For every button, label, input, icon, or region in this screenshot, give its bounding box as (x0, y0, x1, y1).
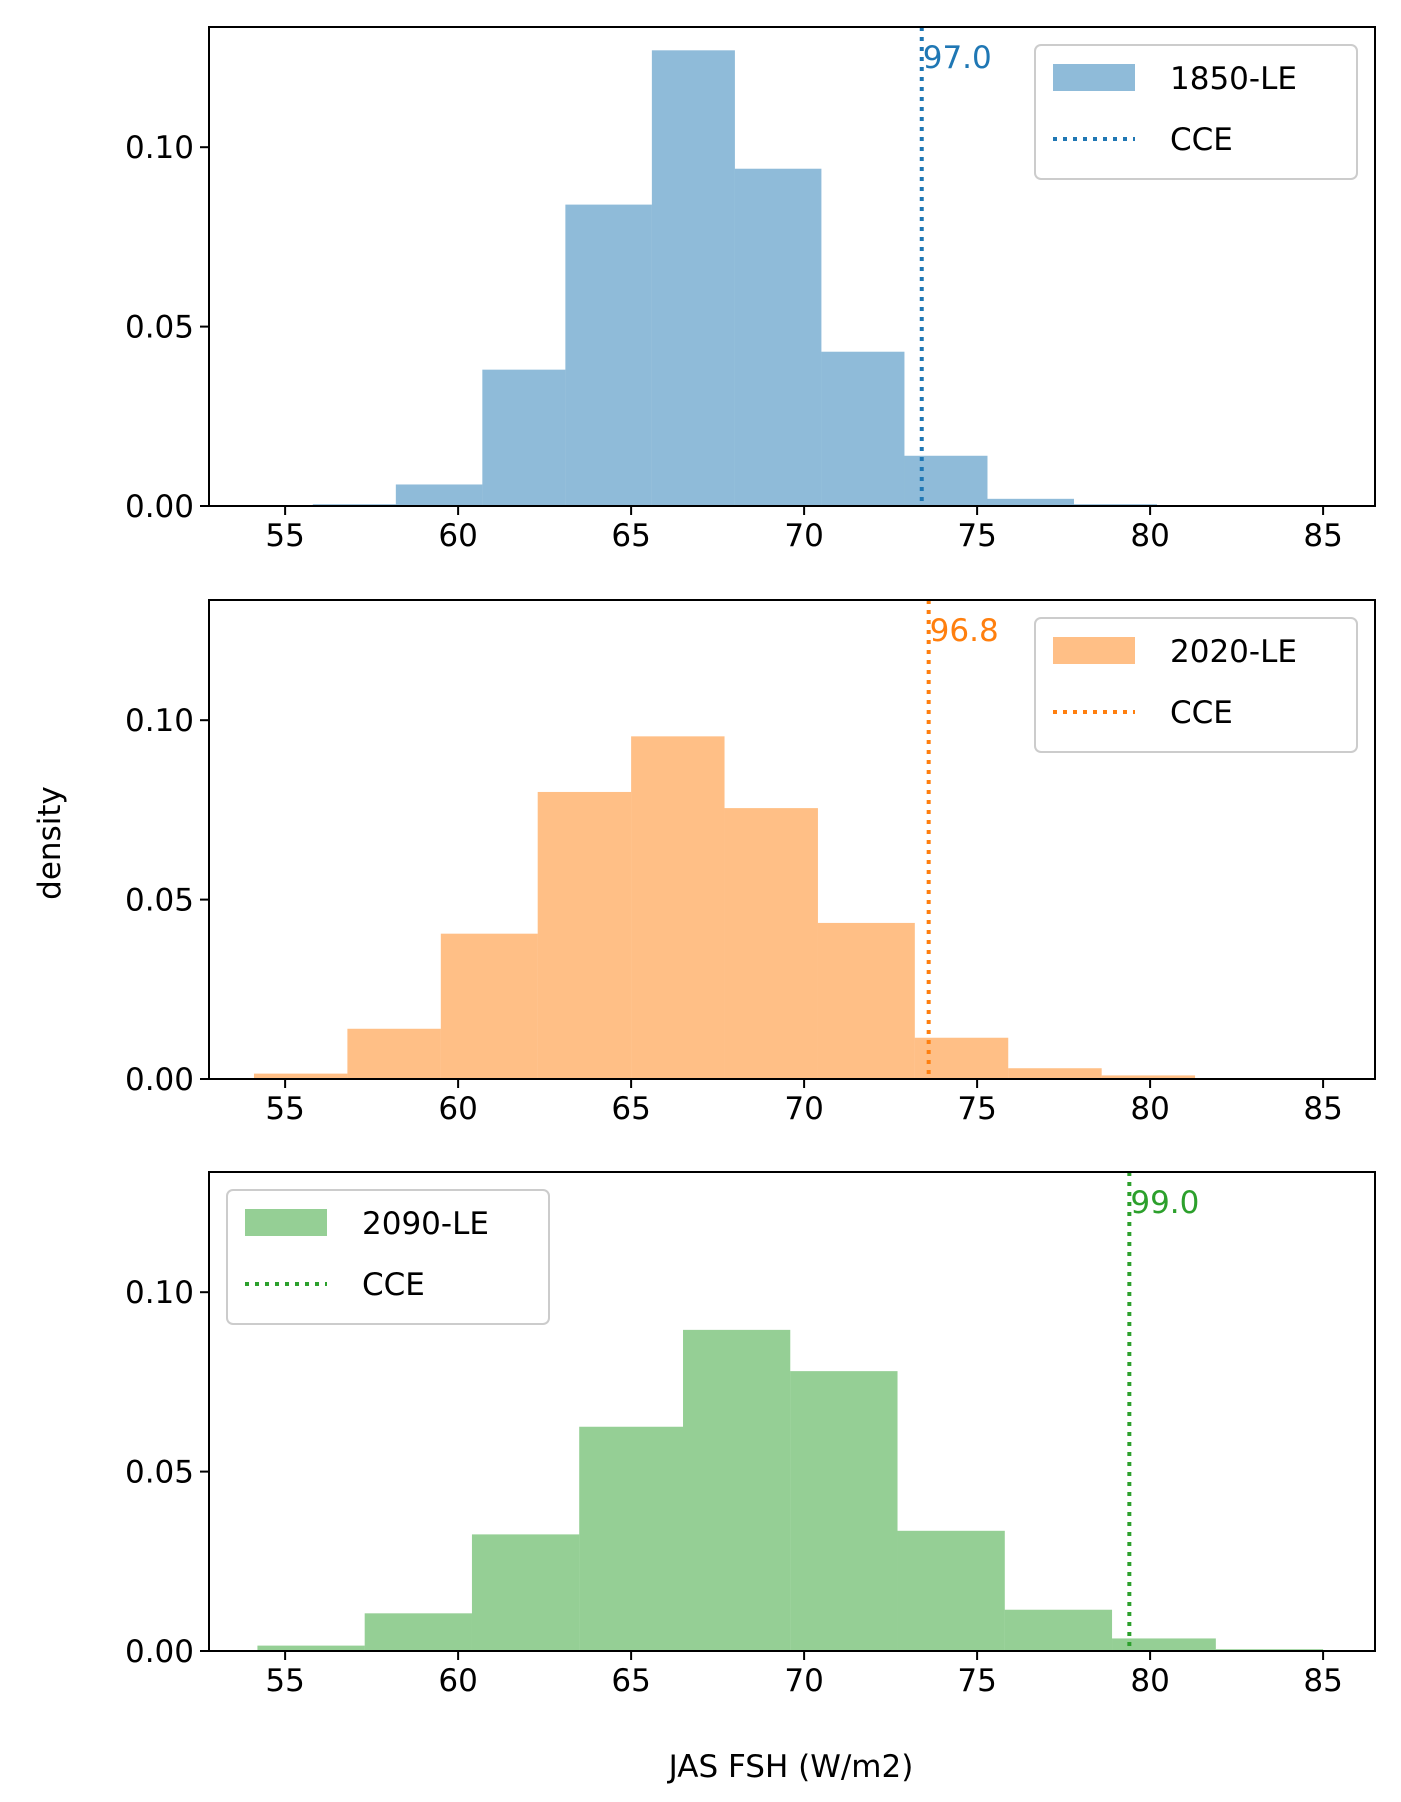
y-tick-label: 0.10 (125, 703, 194, 739)
x-tick-label: 55 (265, 1091, 304, 1127)
histogram-bar (440, 933, 538, 1079)
legend-label-series: 2090-LE (362, 1206, 489, 1242)
axes-frame (208, 26, 1376, 507)
histogram-bar (253, 1073, 348, 1079)
histogram-bar (683, 1329, 791, 1651)
histogram-bar (257, 1645, 365, 1651)
histogram-bar (904, 455, 988, 506)
histogram-bar (364, 1613, 472, 1651)
panel-2: 96.8 55 60 65 70 75 80 85 0.00 0.05 0.10 2020-LE CCE (125, 599, 1376, 1127)
histogram-bar (471, 1534, 580, 1651)
x-tick-label: 85 (1303, 1091, 1342, 1127)
x-tick-label: 65 (611, 1663, 650, 1699)
legend-label-line: CCE (362, 1267, 425, 1303)
histogram-bar (734, 168, 822, 506)
x-axis-label: JAS FSH (W/m2) (667, 1749, 914, 1785)
y-tick-label: 0.05 (125, 310, 194, 346)
histogram-bar (1112, 1638, 1216, 1651)
legend-label-series: 2020-LE (1170, 634, 1297, 670)
histogram-bar (395, 484, 483, 506)
y-tick-label: 0.05 (125, 1455, 194, 1491)
x-tick-label: 60 (438, 518, 477, 554)
legend-label-line: CCE (1170, 695, 1233, 731)
y-tick-label: 0.10 (125, 130, 194, 166)
cce-annotation: 99.0 (1130, 1185, 1199, 1221)
panel-3: 99.0 55 60 65 70 75 80 85 0.00 0.05 0.10 2090-LE CCE (125, 1171, 1376, 1699)
x-tick-label: 75 (957, 1091, 996, 1127)
x-tick-label: 55 (265, 1663, 304, 1699)
x-tick-label: 85 (1303, 1663, 1342, 1699)
histogram-bar (897, 1530, 1005, 1651)
axes-frame (208, 1171, 1376, 1652)
axes-frame (208, 599, 1376, 1080)
histogram-bar (1008, 1068, 1102, 1079)
cce-annotation: 96.8 (930, 613, 999, 649)
cce-annotation: 97.0 (923, 40, 992, 76)
y-axis-label: density (32, 786, 68, 900)
x-tick-label: 80 (1130, 1091, 1169, 1127)
y-tick-label: 0.05 (125, 883, 194, 919)
histogram-bar (790, 1371, 898, 1651)
x-tick-label: 70 (784, 518, 823, 554)
legend-label-line: CCE (1170, 122, 1233, 158)
histogram-bar (1101, 1075, 1196, 1079)
histogram-bar (537, 791, 632, 1079)
x-tick-label: 80 (1130, 518, 1169, 554)
y-tick-label: 0.00 (125, 1062, 194, 1098)
histogram-bar (565, 204, 652, 506)
histogram-bar (724, 808, 818, 1079)
histogram-bar (631, 736, 725, 1079)
legend: 2020-LE CCE (1034, 617, 1358, 753)
x-tick-label: 75 (957, 518, 996, 554)
x-tick-label: 80 (1130, 1663, 1169, 1699)
x-tick-label: 60 (438, 1663, 477, 1699)
histogram-bar (821, 351, 905, 506)
panels-group: 97.0 55 60 65 70 75 80 85 0.00 0.05 0.10 1850-LE CCE… (125, 26, 1376, 1699)
x-tick-label: 60 (438, 1091, 477, 1127)
histogram-bar (651, 50, 735, 507)
histogram-bar (579, 1426, 684, 1651)
histogram-bar (817, 922, 915, 1079)
histogram-bar (482, 369, 566, 506)
x-tick-label: 65 (611, 518, 650, 554)
legend-swatch-histogram (1053, 64, 1135, 91)
histogram-bar (347, 1028, 441, 1079)
x-tick-label: 65 (611, 1091, 650, 1127)
legend-swatch-histogram (245, 1209, 327, 1236)
x-tick-label: 70 (784, 1091, 823, 1127)
panel-1: 97.0 55 60 65 70 75 80 85 0.00 0.05 0.10 1850-LE CCE (125, 26, 1376, 554)
x-tick-label: 85 (1303, 518, 1342, 554)
x-tick-label: 55 (265, 518, 304, 554)
y-tick-label: 0.00 (125, 489, 194, 525)
legend-swatch-histogram (1053, 637, 1135, 664)
legend: 1850-LE CCE (1034, 44, 1358, 180)
legend: 2090-LE CCE (226, 1189, 550, 1325)
legend-label-series: 1850-LE (1170, 61, 1297, 97)
x-tick-label: 75 (957, 1663, 996, 1699)
y-tick-label: 0.00 (125, 1634, 194, 1670)
histogram-bar (987, 498, 1074, 506)
x-tick-label: 70 (784, 1663, 823, 1699)
y-tick-label: 0.10 (125, 1275, 194, 1311)
histogram-bar (1004, 1609, 1113, 1651)
